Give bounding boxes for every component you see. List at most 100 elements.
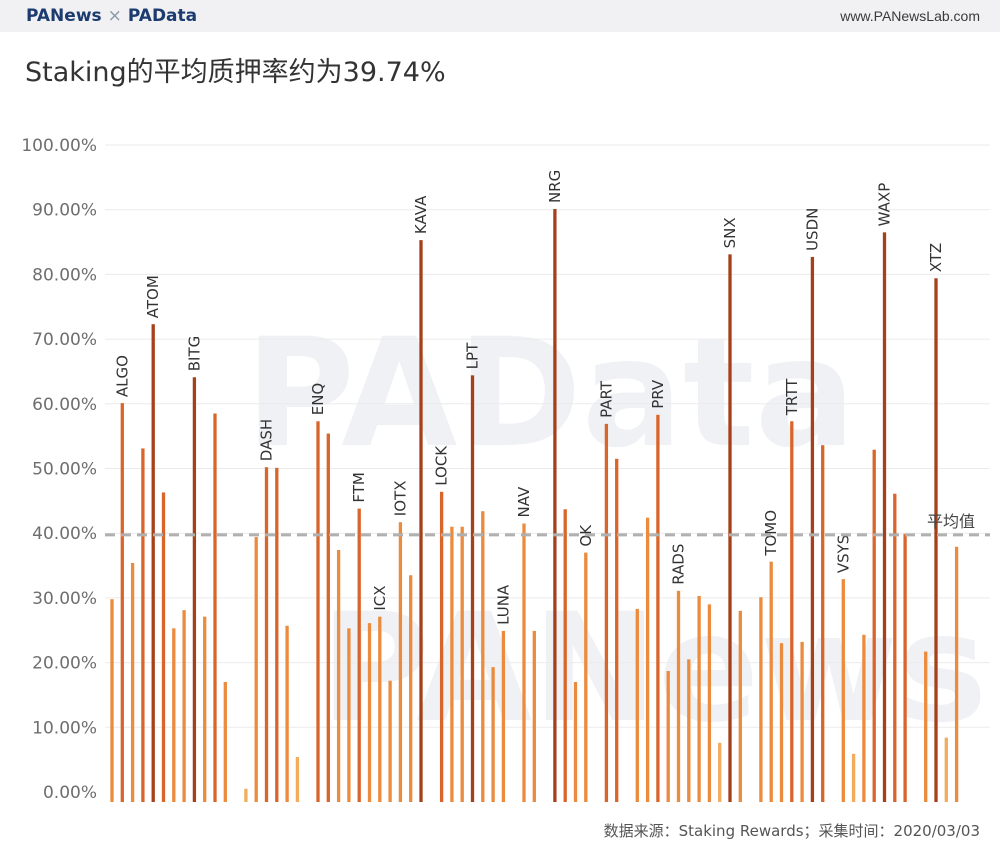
bar-label-rads: RADS bbox=[670, 544, 688, 585]
y-tick-label: 70.00% bbox=[32, 330, 97, 350]
bar-unlabeled bbox=[687, 659, 691, 802]
y-tick-label: 60.00% bbox=[32, 395, 97, 415]
bar-atom bbox=[151, 324, 155, 802]
bar-label-lpt: LPT bbox=[464, 342, 482, 369]
bar-unlabeled bbox=[481, 511, 485, 802]
bar-unlabeled bbox=[821, 445, 825, 802]
y-tick-label: 30.00% bbox=[32, 589, 97, 609]
bar-bitg bbox=[192, 377, 197, 802]
bar-kava bbox=[419, 240, 423, 802]
bar-label-lock: LOCK bbox=[433, 445, 451, 486]
bar-nrg bbox=[553, 209, 557, 803]
bar-ok bbox=[584, 552, 588, 802]
brand-separator: × bbox=[107, 6, 122, 26]
source-footnote: 数据来源：Staking Rewards；采集时间：2020/03/03 bbox=[603, 822, 980, 840]
bar-unlabeled bbox=[893, 493, 897, 802]
y-tick-label: 20.00% bbox=[32, 654, 97, 674]
bar-unlabeled bbox=[707, 604, 712, 802]
bar-label-atom: ATOM bbox=[144, 275, 162, 318]
bar-label-luna: LUNA bbox=[494, 584, 512, 625]
y-tick-label: 10.00% bbox=[32, 718, 97, 738]
y-tick-label: 90.00% bbox=[32, 201, 97, 221]
bar-rads bbox=[676, 590, 681, 802]
bar-unlabeled bbox=[285, 625, 289, 802]
bar-label-vsys: VSYS bbox=[834, 535, 852, 573]
bar-unlabeled bbox=[532, 630, 536, 802]
bar-label-iotx: IOTX bbox=[391, 481, 409, 517]
bar-label-ftm: FTM bbox=[350, 472, 368, 502]
bar-unlabeled bbox=[872, 449, 876, 802]
bar-unlabeled bbox=[182, 610, 186, 802]
bar-unlabeled bbox=[326, 433, 330, 802]
bar-unlabeled bbox=[409, 575, 413, 802]
chart-title: Staking的平均质押率约为39.74% bbox=[25, 57, 446, 88]
average-label: 平均值 bbox=[927, 512, 975, 531]
site-url: www.PANewsLab.com bbox=[840, 8, 980, 24]
bar-unlabeled bbox=[862, 634, 866, 802]
bar-label-usdn: USDN bbox=[803, 208, 821, 251]
bar-label-waxp: WAXP bbox=[876, 183, 894, 227]
bar-nav bbox=[522, 523, 526, 802]
y-tick-label: 80.00% bbox=[32, 265, 97, 285]
bar-unlabeled bbox=[759, 597, 763, 802]
bar-label-part: PART bbox=[597, 380, 615, 418]
bar-label-dash: DASH bbox=[258, 419, 276, 461]
bar-unlabeled bbox=[944, 737, 948, 802]
bar-unlabeled bbox=[223, 682, 227, 802]
bar-unlabeled bbox=[254, 537, 258, 802]
bar-unlabeled bbox=[203, 616, 207, 802]
bar-unlabeled bbox=[491, 667, 495, 802]
bar-unlabeled bbox=[388, 680, 392, 802]
bar-part bbox=[604, 423, 609, 802]
bar-algo bbox=[120, 403, 124, 802]
bar-label-enq: ENQ bbox=[309, 383, 327, 416]
bar-label-snx: SNX bbox=[721, 217, 739, 248]
bar-unlabeled bbox=[347, 628, 351, 802]
y-tick-label: 40.00% bbox=[32, 524, 97, 544]
top-banner: PANews × PAData www.PANewsLab.com bbox=[0, 0, 1000, 32]
bar-unlabeled bbox=[563, 509, 567, 802]
y-tick-label: 100.00% bbox=[21, 136, 97, 156]
bar-unlabeled bbox=[903, 533, 907, 802]
bar-prv bbox=[656, 414, 660, 802]
bar-unlabeled bbox=[738, 610, 742, 802]
bar-unlabeled bbox=[336, 550, 341, 802]
bar-unlabeled bbox=[213, 413, 217, 802]
bar-unlabeled bbox=[697, 595, 701, 802]
bar-unlabeled bbox=[666, 671, 670, 802]
bar-unlabeled bbox=[645, 517, 650, 802]
bar-label-kava: KAVA bbox=[412, 195, 430, 234]
bar-unlabeled bbox=[161, 492, 166, 802]
bar-unlabeled bbox=[779, 643, 784, 802]
bar-unlabeled bbox=[718, 742, 722, 802]
bar-label-nav: NAV bbox=[515, 486, 533, 518]
bar-icx bbox=[378, 616, 382, 802]
bar-unlabeled bbox=[244, 788, 248, 802]
bar-dash bbox=[264, 467, 269, 802]
bar-unlabeled bbox=[141, 448, 145, 802]
bar-unlabeled bbox=[110, 599, 114, 802]
bar-unlabeled bbox=[851, 753, 856, 802]
y-tick-label: 50.00% bbox=[32, 460, 97, 480]
bar-lpt bbox=[470, 375, 475, 802]
bar-unlabeled bbox=[172, 628, 176, 802]
panews-logo-text: PANews bbox=[26, 6, 102, 26]
bar-unlabeled bbox=[295, 757, 300, 802]
brand-logo: PANews × PAData bbox=[26, 6, 197, 26]
bar-unlabeled bbox=[615, 458, 619, 802]
bar-unlabeled bbox=[275, 467, 279, 802]
bar-snx bbox=[728, 254, 732, 802]
bar-label-nrg: NRG bbox=[546, 170, 564, 203]
bar-label-icx: ICX bbox=[371, 585, 389, 610]
bar-enq bbox=[316, 421, 320, 802]
bar-unlabeled bbox=[800, 641, 804, 802]
bar-unlabeled bbox=[954, 546, 959, 802]
bar-waxp bbox=[882, 232, 887, 803]
bar-vsys bbox=[841, 579, 845, 802]
bar-label-algo: ALGO bbox=[113, 355, 131, 397]
bar-unlabeled bbox=[367, 623, 372, 802]
y-tick-label: 0.00% bbox=[43, 783, 97, 803]
bar-tomo bbox=[769, 561, 773, 802]
bar-iotx bbox=[398, 522, 403, 802]
